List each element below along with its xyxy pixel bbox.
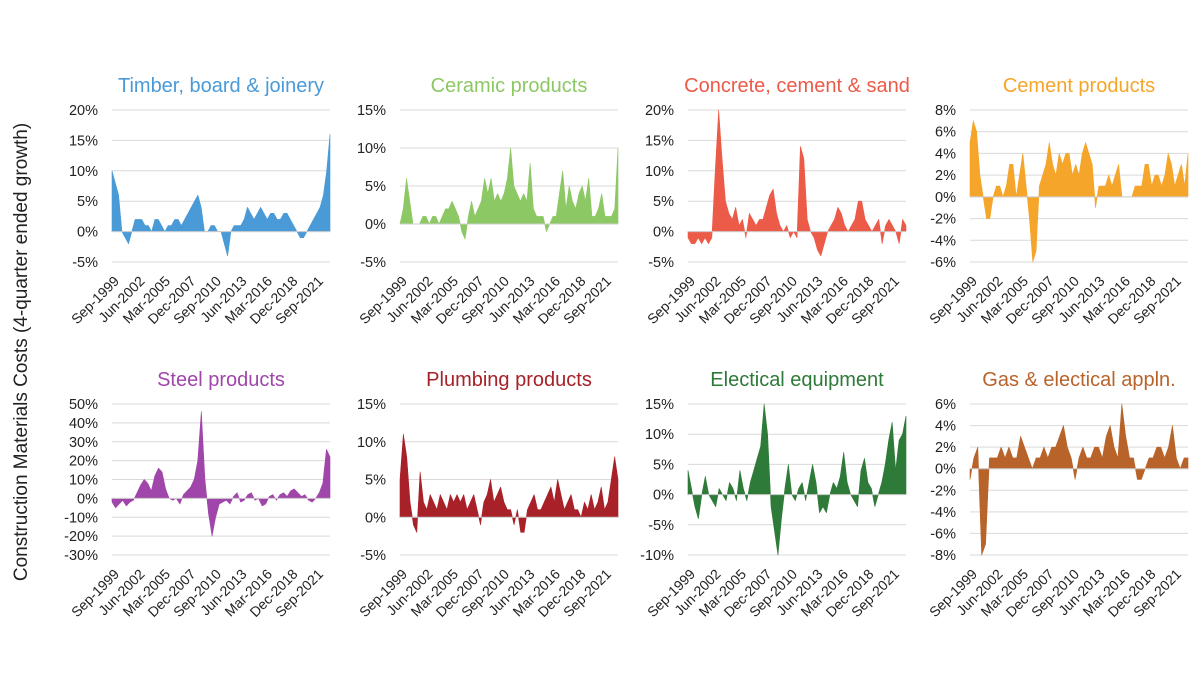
y-tick-label: 50% <box>69 397 98 413</box>
y-tick-label: 30% <box>69 435 98 451</box>
y-tick-label: 20% <box>645 103 674 119</box>
panel-title: Concrete, cement & sand <box>684 75 910 97</box>
y-tick-label: 15% <box>69 133 98 149</box>
panel-5: Steel products -30% -20% -10% 0% 10% 20% 30% 40%… <box>64 369 331 620</box>
y-tick-label: -4% <box>930 233 956 249</box>
panel-title: Electical equipment <box>710 369 884 391</box>
y-tick-label: 0% <box>935 190 956 206</box>
y-tick-label: -8% <box>930 548 956 564</box>
panel-title: Plumbing products <box>426 369 592 391</box>
y-tick-label: -2% <box>930 212 956 228</box>
y-tick-label: -30% <box>64 548 98 564</box>
area-series <box>687 403 907 556</box>
y-tick-label: -4% <box>930 505 956 521</box>
y-tick-label: -10% <box>64 510 98 526</box>
y-tick-label: 0% <box>365 217 386 233</box>
y-tick-label: -10% <box>640 548 674 564</box>
y-tick-label: 40% <box>69 416 98 432</box>
panel-title: Steel products <box>157 369 285 391</box>
y-tick-label: 5% <box>653 194 674 210</box>
y-tick-label: -2% <box>930 483 956 499</box>
panel-4: Cement products-6%-4%-2%0%2%4%6%8%Sep-19… <box>926 75 1189 327</box>
panel-title: Timber, board & joinery <box>118 75 324 97</box>
panel-3: Concrete, cement & sand-5%0%5%10%15%20%S… <box>644 75 910 327</box>
y-tick-label: -5% <box>72 255 98 271</box>
panel-6: Plumbing products-5%0%5%10%15%Sep-1999Ju… <box>356 369 619 620</box>
y-tick-label: 10% <box>69 164 98 180</box>
y-tick-label: 0% <box>77 491 98 507</box>
y-tick-label: 0% <box>935 462 956 478</box>
panel-2: Ceramic products-5%0%5%10%15%Sep-1999Jun… <box>356 75 619 327</box>
y-tick-label: 15% <box>357 103 386 119</box>
y-tick-label: 20% <box>69 103 98 119</box>
y-tick-label: 0% <box>77 225 98 241</box>
y-tick-label: 4% <box>935 419 956 435</box>
y-tick-label: 10% <box>645 164 674 180</box>
y-tick-label: 20% <box>69 454 98 470</box>
panel-8: Gas & electical appln. -8% -6% -4% -2% 0% 2% 4%… <box>926 369 1189 620</box>
y-tick-label: 2% <box>935 168 956 184</box>
y-tick-label: 0% <box>653 488 674 504</box>
y-tick-label: 0% <box>365 510 386 526</box>
panel-title: Cement products <box>1003 75 1155 97</box>
y-tick-label: -6% <box>930 255 956 271</box>
y-tick-label: 0% <box>653 225 674 241</box>
y-tick-label: 15% <box>357 397 386 413</box>
area-series <box>969 403 1189 556</box>
y-tick-label: 10% <box>357 141 386 157</box>
area-series <box>969 120 1189 263</box>
panel-1: Timber, board & joinery-5%0%5%10%15%20%S… <box>68 75 331 327</box>
y-tick-label: 15% <box>645 133 674 149</box>
y-tick-label: 5% <box>77 194 98 210</box>
area-series <box>399 433 619 533</box>
y-tick-label: -5% <box>360 548 386 564</box>
y-tick-label: 4% <box>935 146 956 162</box>
y-tick-label: 6% <box>935 125 956 141</box>
area-series <box>111 411 331 537</box>
y-tick-label: -5% <box>360 255 386 271</box>
y-tick-label: 15% <box>645 397 674 413</box>
y-tick-label: 10% <box>645 427 674 443</box>
y-tick-label: 8% <box>935 103 956 119</box>
y-tick-label: -20% <box>64 529 98 545</box>
panel-title: Gas & electical appln. <box>982 369 1175 391</box>
y-tick-label: 6% <box>935 397 956 413</box>
y-tick-label: 10% <box>69 473 98 489</box>
y-tick-label: -5% <box>648 255 674 271</box>
y-tick-label: 5% <box>365 473 386 489</box>
y-tick-label: 10% <box>357 435 386 451</box>
y-tick-label: 5% <box>365 179 386 195</box>
area-series <box>399 147 619 240</box>
area-series <box>687 109 907 257</box>
area-series <box>111 134 331 257</box>
y-tick-label: -6% <box>930 526 956 542</box>
panel-title: Ceramic products <box>431 75 588 97</box>
y-tick-label: -5% <box>648 518 674 534</box>
y-tick-label: 2% <box>935 440 956 456</box>
y-tick-label: 5% <box>653 457 674 473</box>
panel-7: Electical equipment-10%-5%0%5%10%15%Sep-… <box>640 369 907 620</box>
